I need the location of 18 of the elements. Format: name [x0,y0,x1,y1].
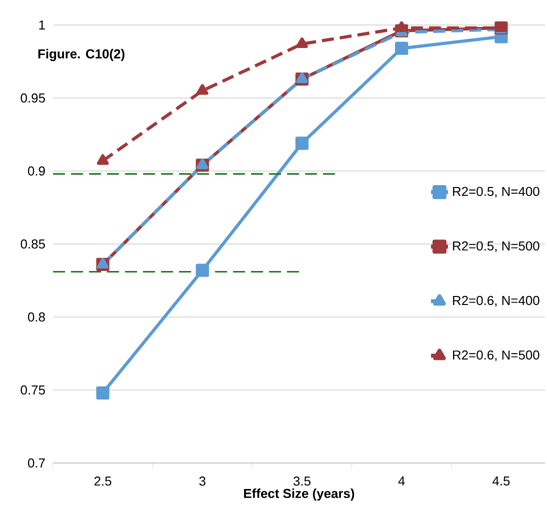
y-tick-label: 0.8 [28,312,45,322]
x-tick-label: 3 [199,476,206,486]
legend-label: R2=0.5, N=500 [453,241,540,252]
legend-label: R2=0.6, N=500 [453,350,540,362]
x-tick-label: 3.5 [293,476,310,486]
y-tick-label: 0.7 [28,458,45,468]
x-tick-label: 2.5 [94,476,112,486]
y-tick-label: 0.85 [20,239,45,249]
annotation: Figure. C10(2) [38,48,124,62]
y-tick-label: 1 [39,20,45,30]
x-axis-title: Effect Size (years) [244,488,354,501]
y-tick-label: 0.95 [20,93,45,103]
legend-label: R2=0.6, N=400 [453,296,540,307]
x-tick-label: 4 [398,476,405,486]
y-tick-label: 0.9 [28,166,45,176]
x-tick-label: 4.5 [492,476,510,486]
y-tick-label: 0.75 [20,385,45,395]
legend-label: R2=0.5, N=400 [453,186,540,198]
